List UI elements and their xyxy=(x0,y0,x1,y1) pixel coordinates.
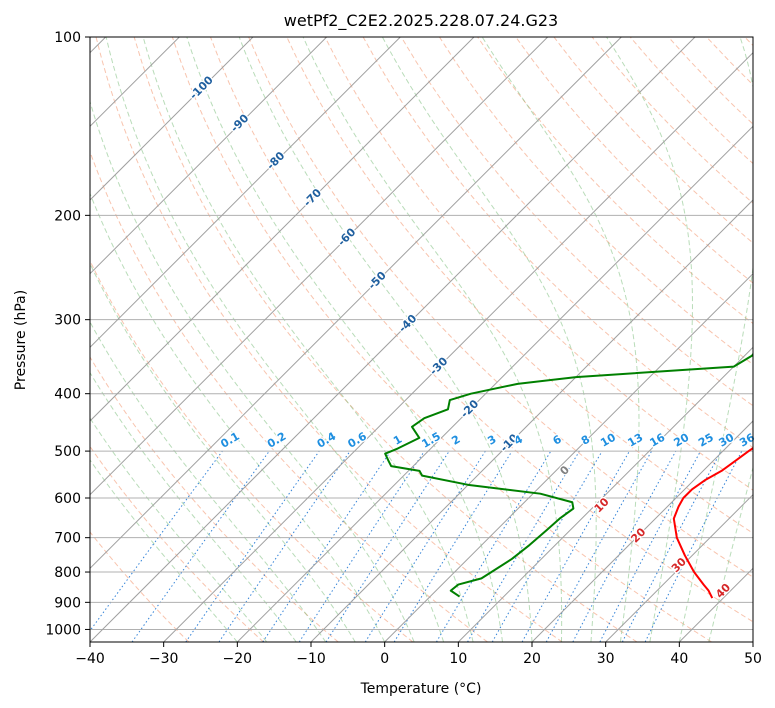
x-tick-label: −30 xyxy=(149,651,179,667)
moist-adiabat-line xyxy=(90,417,268,642)
dry-adiabat-line xyxy=(400,37,753,407)
y-tick-label: 700 xyxy=(54,531,81,547)
x-tick-label: 10 xyxy=(449,651,467,667)
mixing-ratio-line xyxy=(90,450,223,632)
temperature-profile-line xyxy=(672,446,753,599)
moist-adiabat-line xyxy=(90,320,327,642)
moist-adiabat-line xyxy=(90,192,386,642)
y-axis-ticks: 100 200 300 400 500 600 700 800 900 1000 xyxy=(45,30,90,638)
mixing-ratio-line xyxy=(131,450,270,642)
mixing-ratio-lines xyxy=(90,450,743,642)
chart-title: wetPf2_C2E2.2025.228.07.24.G23 xyxy=(284,11,558,31)
y-tick-label: 800 xyxy=(54,565,81,581)
dry-adiabat-line xyxy=(171,37,712,642)
dry-adiabat-line xyxy=(90,531,190,642)
isotherm-line xyxy=(236,125,753,642)
isotherm-line xyxy=(310,199,753,642)
isotherm-line xyxy=(457,346,753,642)
dry-adiabat-line xyxy=(95,37,563,642)
isotherm-line xyxy=(605,493,753,642)
y-tick-label: 600 xyxy=(54,491,81,507)
isotherm-line xyxy=(90,37,401,349)
skewed-isotherms xyxy=(90,37,753,642)
moist-adiabat-line xyxy=(238,37,533,642)
moist-adiabat-line xyxy=(678,37,753,642)
mixing-ratio-line xyxy=(521,450,630,642)
isotherm-line xyxy=(90,37,622,570)
moist-adiabat-line xyxy=(606,37,693,642)
isotherm-line xyxy=(163,51,753,642)
mixing-ratio-line xyxy=(325,450,450,642)
moist-adiabat-line xyxy=(302,37,563,642)
y-tick-label: 200 xyxy=(54,208,81,224)
mixing-ratio-line xyxy=(644,450,743,642)
moist-adiabat-line xyxy=(90,459,238,642)
y-tick-label: 500 xyxy=(54,444,81,460)
isotherm-line xyxy=(90,37,696,642)
y-tick-label: 900 xyxy=(54,595,81,611)
x-tick-label: 30 xyxy=(597,651,615,667)
mixing-ratio-line xyxy=(185,450,320,642)
y-tick-label: 100 xyxy=(54,30,81,46)
y-tick-label: 300 xyxy=(54,313,81,329)
moist-adiabat-line xyxy=(708,465,753,642)
x-tick-label: −10 xyxy=(296,651,326,667)
moist-adiabat-line xyxy=(186,37,504,642)
isotherm-line xyxy=(90,37,328,275)
isotherm-line xyxy=(90,37,254,201)
dry-adiabat-line xyxy=(133,37,638,642)
dry-adiabat-line xyxy=(324,37,753,491)
x-axis-label: Temperature (°C) xyxy=(360,681,482,697)
x-tick-label: −20 xyxy=(223,651,253,667)
plot-frame xyxy=(89,36,754,643)
mixing-ratio-line xyxy=(262,450,392,642)
dry-adiabat-line xyxy=(515,37,753,284)
moist-adiabat-line xyxy=(142,37,474,642)
moist-adiabat-line xyxy=(481,37,640,642)
dry-adiabat-line xyxy=(248,37,753,578)
mixing-ratio-line xyxy=(218,450,351,642)
profile-series xyxy=(384,352,753,599)
y-axis-label: Pressure (hPa) xyxy=(13,290,29,390)
mixing-ratio-line xyxy=(393,450,513,642)
x-axis-ticks: −40 −30 −20 −10 0 10 20 30 40 50 xyxy=(75,642,762,667)
mixing-ratio-line xyxy=(545,450,653,642)
dry-adiabat-line xyxy=(90,445,264,642)
x-tick-label: −40 xyxy=(75,651,105,667)
isotherm-line xyxy=(90,37,475,422)
isotherm-line xyxy=(384,272,753,642)
dry-adiabat-line xyxy=(210,37,753,623)
isotherm-line xyxy=(531,420,753,642)
moist-adiabat-line xyxy=(105,37,445,642)
x-tick-label: 20 xyxy=(523,651,541,667)
dry-adiabat-line xyxy=(90,356,339,642)
moist-adiabats xyxy=(90,37,753,642)
dewpoint-profile-line xyxy=(384,352,753,598)
x-tick-label: 50 xyxy=(744,651,762,667)
moist-adiabat-line xyxy=(381,37,597,642)
dry-adiabat-line xyxy=(439,37,753,366)
y-tick-label: 1000 xyxy=(45,622,81,638)
mixing-ratio-line xyxy=(298,450,425,642)
pressure-gridlines xyxy=(90,37,753,630)
plot-area xyxy=(90,37,753,642)
isotherm-line xyxy=(90,37,549,496)
x-tick-label: 0 xyxy=(380,651,389,667)
y-tick-label: 400 xyxy=(54,387,81,403)
x-tick-label: 40 xyxy=(670,651,688,667)
moist-adiabat-line xyxy=(90,262,356,642)
mixing-ratio-line xyxy=(572,450,677,642)
dry-adiabat-line xyxy=(90,150,488,642)
dry-adiabats xyxy=(90,37,753,642)
